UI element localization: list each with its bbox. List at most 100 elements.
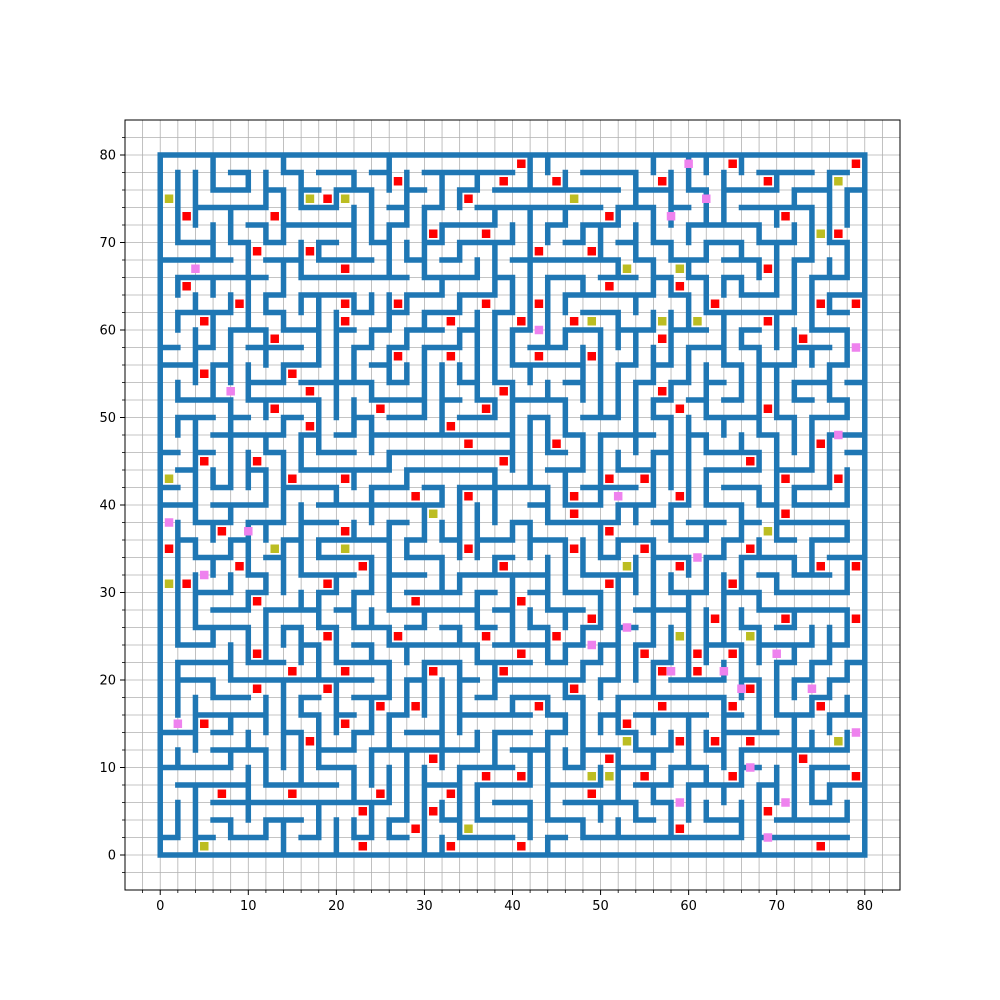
marker-point-0 [464,544,473,553]
y-tick-label: 60 [99,324,116,339]
marker-point-0 [446,352,456,361]
marker-point-0 [534,247,544,256]
marker-point-0 [217,789,227,798]
marker-point-0 [763,807,773,816]
marker-point-0 [816,299,825,308]
marker-point-0 [464,194,473,203]
marker-point-2 [763,833,773,842]
marker-point-0 [798,334,808,343]
marker-point-0 [851,159,861,168]
marker-point-0 [675,282,685,291]
marker-point-0 [499,387,508,396]
marker-point-0 [288,474,297,483]
marker-point-0 [675,404,685,413]
marker-point-0 [622,719,632,728]
x-tick-label: 0 [156,899,164,914]
marker-point-1 [834,177,843,186]
x-tick-label: 50 [592,899,609,914]
marker-point-0 [393,177,403,186]
marker-point-0 [763,177,773,186]
marker-point-0 [517,597,526,606]
marker-point-0 [358,842,368,851]
marker-point-0 [746,737,755,746]
marker-point-0 [464,492,473,501]
marker-point-0 [428,229,438,238]
marker-point-0 [428,754,438,763]
marker-point-0 [517,159,526,168]
marker-point-1 [200,842,209,851]
marker-point-0 [305,422,315,431]
marker-point-0 [728,649,737,658]
marker-point-0 [605,527,614,536]
marker-point-0 [605,474,614,483]
marker-point-0 [481,632,491,641]
marker-point-0 [305,387,315,396]
marker-point-0 [816,562,825,571]
marker-point-1 [464,824,473,833]
marker-point-2 [702,194,711,203]
marker-point-0 [657,387,667,396]
marker-point-0 [252,457,262,466]
x-tick-label: 30 [416,899,433,914]
marker-point-0 [763,404,773,413]
marker-point-0 [481,229,491,238]
marker-point-2 [173,719,183,728]
y-tick-label: 50 [99,411,116,426]
marker-point-2 [666,212,676,221]
marker-point-0 [517,842,526,851]
x-tick-label: 70 [768,899,785,914]
marker-point-0 [605,282,614,291]
marker-point-0 [587,789,597,798]
y-tick-label: 40 [99,499,116,514]
marker-point-0 [569,509,579,518]
marker-point-1 [746,632,755,641]
marker-point-0 [323,194,332,203]
marker-point-0 [200,369,209,378]
marker-point-0 [481,404,491,413]
marker-point-0 [675,492,685,501]
marker-point-0 [657,177,667,186]
marker-point-2 [191,264,200,273]
marker-point-0 [288,369,297,378]
marker-point-2 [693,553,702,562]
marker-point-0 [675,737,685,746]
marker-point-1 [587,772,597,781]
marker-point-0 [340,719,350,728]
marker-point-2 [675,798,685,807]
marker-point-0 [640,544,649,553]
marker-point-0 [834,474,843,483]
marker-point-0 [657,667,667,676]
marker-point-0 [340,667,350,676]
marker-point-0 [446,789,456,798]
marker-point-1 [675,632,685,641]
marker-point-0 [446,317,456,326]
marker-point-0 [340,317,350,326]
marker-point-0 [517,772,526,781]
marker-point-1 [340,194,350,203]
marker-point-0 [693,649,702,658]
marker-point-0 [393,352,403,361]
marker-point-0 [340,527,350,536]
marker-point-0 [182,282,191,291]
marker-point-0 [376,789,385,798]
marker-point-0 [851,614,861,623]
marker-point-0 [798,754,808,763]
marker-point-0 [763,317,773,326]
marker-point-0 [605,754,614,763]
marker-point-0 [517,317,526,326]
marker-point-2 [244,527,253,536]
marker-point-0 [834,229,843,238]
marker-point-0 [657,334,667,343]
marker-point-0 [464,439,473,448]
marker-point-0 [499,667,508,676]
marker-point-0 [393,299,403,308]
marker-point-0 [323,632,332,641]
marker-point-0 [323,684,332,693]
marker-point-0 [816,439,825,448]
marker-point-0 [781,509,790,518]
marker-point-0 [411,824,420,833]
marker-point-0 [305,737,315,746]
marker-point-2 [613,492,623,501]
marker-point-2 [587,640,597,650]
